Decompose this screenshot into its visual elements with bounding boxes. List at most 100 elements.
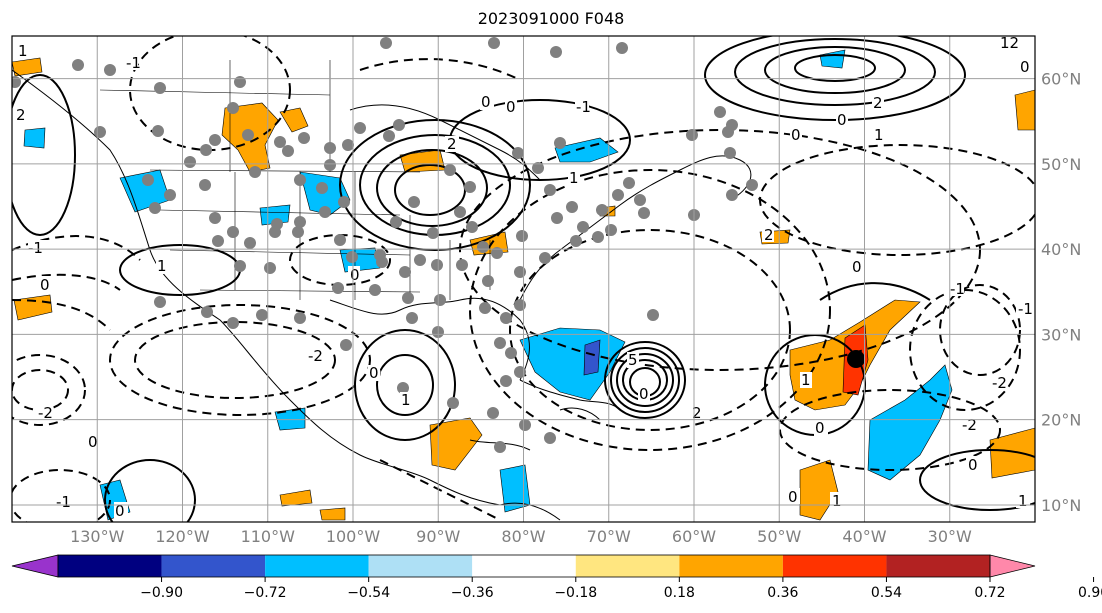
station-dot bbox=[209, 212, 221, 224]
station-dot bbox=[638, 207, 650, 219]
station-dot bbox=[605, 224, 617, 236]
contour-label: 0 bbox=[115, 502, 125, 520]
station-dot bbox=[294, 174, 306, 186]
station-dot bbox=[154, 82, 166, 94]
contour-label: 0 bbox=[350, 266, 360, 284]
station-dot bbox=[686, 129, 698, 141]
station-dots bbox=[12, 37, 758, 453]
station-dot bbox=[383, 130, 395, 142]
station-dot bbox=[500, 312, 512, 324]
station-dot bbox=[544, 184, 556, 196]
station-dot bbox=[201, 306, 213, 318]
colorbar-label: −0.72 bbox=[244, 585, 287, 601]
colorbar-extend-low bbox=[11, 554, 59, 578]
longitude-label: 40°W bbox=[842, 527, 886, 546]
colorbar-extend-high bbox=[989, 554, 1036, 578]
colorbar-label: 0.18 bbox=[664, 585, 695, 601]
latitude-label: 10°N bbox=[1041, 496, 1081, 515]
station-dot bbox=[494, 441, 506, 453]
station-dot bbox=[274, 136, 286, 148]
station-dot bbox=[505, 347, 517, 359]
latitude-label: 20°N bbox=[1041, 411, 1081, 430]
station-dot bbox=[566, 201, 578, 213]
station-dot bbox=[551, 212, 563, 224]
station-dot bbox=[427, 227, 439, 239]
station-dot bbox=[244, 237, 256, 249]
latitude-label: 30°N bbox=[1041, 325, 1081, 344]
storm-center-marker bbox=[847, 350, 865, 368]
station-dot bbox=[152, 125, 164, 137]
contour-label: -1 bbox=[56, 493, 71, 511]
contour-label: 0 bbox=[639, 385, 649, 403]
dashed-contours bbox=[12, 36, 1035, 522]
contour-label: 2 bbox=[447, 135, 457, 153]
colorbar-segment bbox=[58, 555, 162, 577]
station-dot bbox=[324, 159, 336, 171]
contour-label: 1 bbox=[18, 42, 28, 60]
colorbar-label: 0.72 bbox=[974, 585, 1005, 601]
station-dot bbox=[104, 64, 116, 76]
station-dot bbox=[338, 196, 350, 208]
longitude-label: 90°W bbox=[416, 527, 460, 546]
station-dot bbox=[488, 37, 500, 49]
latitude-label: 50°N bbox=[1041, 155, 1081, 174]
station-dot bbox=[94, 126, 106, 138]
station-dot bbox=[408, 196, 420, 208]
station-dot bbox=[714, 106, 726, 118]
station-dot bbox=[374, 249, 386, 261]
station-dot bbox=[142, 174, 154, 186]
station-dot bbox=[154, 296, 166, 308]
station-dot bbox=[512, 147, 524, 159]
colorbar-segment bbox=[575, 555, 680, 577]
contour-label: 0 bbox=[88, 433, 98, 451]
station-dot bbox=[242, 129, 254, 141]
gridlines bbox=[12, 36, 1035, 522]
longitude-tick-labels: 130°W 120°W 110°W 100°W 90°W 80°W 70°W 60°W 50°W… bbox=[70, 527, 972, 546]
station-dot bbox=[209, 134, 221, 146]
station-dot bbox=[550, 46, 562, 58]
station-dot bbox=[519, 419, 531, 431]
station-dot bbox=[746, 179, 758, 191]
contour-label: 0 bbox=[369, 364, 379, 382]
longitude-label: 110°W bbox=[241, 527, 296, 546]
station-dot bbox=[234, 260, 246, 272]
contour-label: -1 bbox=[576, 98, 591, 116]
station-dot bbox=[616, 42, 628, 54]
station-dot bbox=[227, 226, 239, 238]
contour-label: 0 bbox=[837, 111, 847, 129]
colorbar-label: −0.18 bbox=[554, 585, 597, 601]
station-dot bbox=[477, 241, 489, 253]
contour-label: 1 bbox=[801, 371, 811, 389]
station-dot bbox=[294, 216, 306, 228]
contour-label: 1 bbox=[874, 126, 884, 144]
contour-label: -2 bbox=[962, 416, 977, 434]
colorbar-outline bbox=[57, 554, 991, 578]
contour-label: 2 bbox=[16, 106, 26, 124]
station-dot bbox=[149, 202, 161, 214]
station-dot bbox=[612, 189, 624, 201]
station-dot bbox=[406, 312, 418, 324]
longitude-label: 70°W bbox=[587, 527, 631, 546]
station-dot bbox=[722, 126, 734, 138]
colorbar-label: 0.36 bbox=[767, 585, 798, 601]
contour-label: -2 bbox=[308, 347, 323, 365]
contour-label: 0 bbox=[788, 488, 798, 506]
station-dot bbox=[334, 234, 346, 246]
station-dot bbox=[393, 119, 405, 131]
station-dot bbox=[447, 397, 459, 409]
station-dot bbox=[402, 292, 414, 304]
contour-label: 1 bbox=[1018, 492, 1028, 510]
colorbar-label: −0.54 bbox=[347, 585, 390, 601]
station-dot bbox=[184, 156, 196, 168]
colorbar-segment bbox=[886, 555, 990, 577]
station-dot bbox=[500, 375, 512, 387]
station-dot bbox=[164, 189, 176, 201]
station-dot bbox=[390, 216, 402, 228]
contour-label: 5 bbox=[628, 351, 638, 369]
station-dot bbox=[414, 254, 426, 266]
station-dot bbox=[514, 266, 526, 278]
colorbar-segment bbox=[782, 555, 887, 577]
longitude-label: 30°W bbox=[928, 527, 972, 546]
contour-label: -1 bbox=[28, 239, 43, 257]
